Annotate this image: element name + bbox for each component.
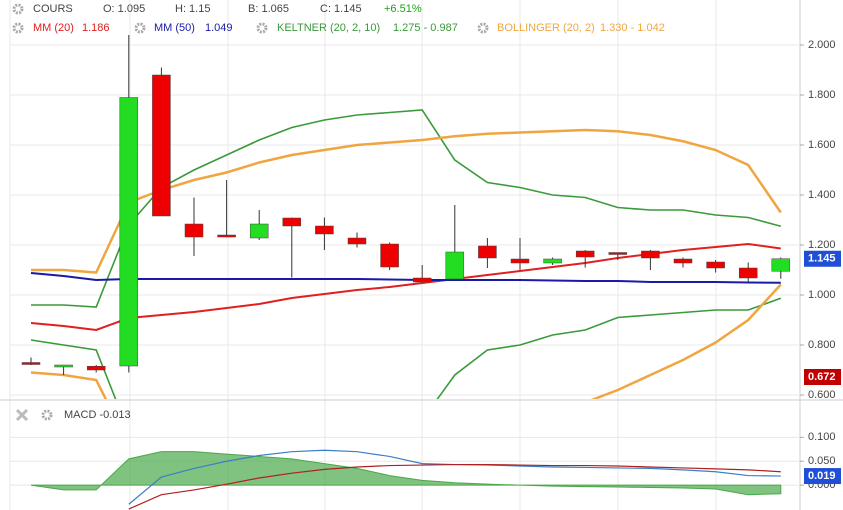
candle-body [510,258,530,264]
signal-line [128,463,781,510]
symbol: COURS [33,3,73,15]
y-tick-label: 0.050 [808,455,836,467]
legend-value: 1.275 - 0.987 [393,22,458,34]
candle-body [249,223,269,239]
candle-body [478,245,497,259]
candle-body [119,97,139,367]
price-label: 1.145 [808,253,836,265]
legend-value: 1.186 [82,22,110,34]
price-label: 0.019 [808,470,836,482]
candle-body [543,258,562,264]
legend-value: 1.049 [205,22,233,34]
y-tick-label: 0.600 [808,389,836,401]
candle-body [771,258,791,272]
y-tick-label: 1.400 [808,189,836,201]
y-tick-label: 1.200 [808,239,836,251]
macd-histogram [30,451,782,496]
close: C: 1.145 [320,3,362,15]
legend-entry: KELTNER (20, 2, 10) [277,22,380,34]
moving-average [30,242,781,332]
change: +6.51% [384,3,422,15]
candle-body [412,277,432,283]
candle-body [673,258,693,264]
price-label-box [804,468,841,485]
price-label-box [804,369,841,385]
candle-body [738,267,758,279]
y-tick-label: 0.100 [808,431,836,443]
settings-icon[interactable] [41,409,53,421]
candle-body [347,237,367,245]
band-lower [30,283,782,399]
settings-icon[interactable] [134,22,146,34]
low: B: 1.065 [248,3,289,15]
moving-average [30,272,781,284]
candle-body [282,217,302,227]
legend-entry: MM (20) [33,22,74,34]
candle-body [86,366,106,371]
y-tick-label: 1.000 [808,289,836,301]
macd-title: MACD -0.013 [64,409,131,421]
y-tick-label: 2.000 [808,39,836,51]
high: H: 1.15 [175,3,210,15]
close-icon[interactable] [15,408,29,422]
price-label-box [804,250,841,267]
price-label: 0.672 [808,371,836,383]
candle-body [608,252,628,255]
candle-body [380,243,399,268]
candle-body [54,364,73,368]
settings-icon[interactable] [477,22,489,34]
candle-body [445,251,465,280]
candle-body [575,250,595,258]
settings-icon[interactable] [12,22,24,34]
candle-body [152,74,171,217]
candle-body [217,234,236,238]
candle-body [315,225,334,235]
open: O: 1.095 [103,3,145,15]
candle-body [21,362,41,365]
legend-entry: BOLLINGER (20, 2) [497,22,595,34]
settings-icon[interactable] [12,3,24,15]
vertical-grid [9,0,717,510]
y-tick-label: 1.600 [808,139,836,151]
candle-body [184,223,204,238]
y-tick-label: 1.800 [808,89,836,101]
y-tick-label: 0.800 [808,339,836,351]
settings-icon[interactable] [256,22,268,34]
candle-body [706,261,725,269]
band-lower [30,297,782,399]
candle-body [641,250,660,259]
legend-value: 1.330 - 1.042 [600,22,665,34]
legend-entry: MM (50) [154,22,195,34]
